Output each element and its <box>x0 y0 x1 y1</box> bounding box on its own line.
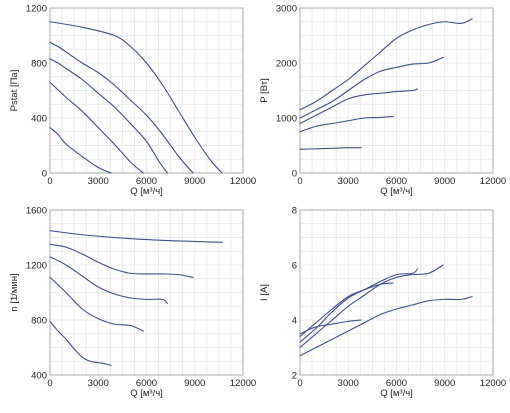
y-axis-label: Pstat [Па] <box>9 70 20 112</box>
series-line-4 <box>49 81 144 174</box>
chart-2: 0 3000 6000 9000 12000 0 1000 2000 3000 Q [м³/ч] P… <box>259 4 506 198</box>
gridlines <box>50 210 243 375</box>
y-tick-label: 6 <box>292 261 297 272</box>
y-tick-label: 8 <box>292 206 297 217</box>
x-tick-label: 9000 <box>434 378 455 389</box>
y-axis-label: n [1/мин] <box>9 273 20 311</box>
series-line-2 <box>49 243 194 278</box>
chart-1: 0 3000 6000 9000 12000 0 400 800 1200 Q [м³/ч] Pst… <box>9 4 256 198</box>
series-line-5 <box>299 319 362 335</box>
series-line-3 <box>49 256 168 305</box>
series-line-4 <box>299 282 394 338</box>
y-tick-label: 1200 <box>26 261 47 272</box>
plot-frame <box>49 7 244 174</box>
y-tick-label: 1600 <box>26 206 47 217</box>
y-tick-label: 400 <box>31 371 47 382</box>
plot-frame <box>49 209 244 376</box>
y-tick-label: 3000 <box>276 4 297 15</box>
chart-3: 0 3000 6000 9000 12000 400 800 1200 1600 Q [м³/ч]… <box>9 206 256 400</box>
x-tick-label: 0 <box>47 378 52 389</box>
series-line-3 <box>49 58 168 174</box>
series-line-1 <box>299 18 473 111</box>
chart-4: 0 3000 6000 9000 12000 2 4 6 8 Q [м³/ч] I [A] <box>259 206 506 400</box>
x-tick-label: 6000 <box>136 378 157 389</box>
x-tick-label: 0 <box>47 176 52 187</box>
y-tick-label: 800 <box>31 316 47 327</box>
x-tick-label: 12000 <box>230 378 256 389</box>
series-line-1 <box>299 296 473 357</box>
series-line-5 <box>49 320 112 366</box>
x-tick-label: 12000 <box>480 176 506 187</box>
x-axis-label: Q [м³/ч] <box>130 388 163 399</box>
x-tick-label: 3000 <box>338 378 359 389</box>
plot-frame <box>299 7 494 174</box>
y-tick-label: 0 <box>292 169 297 180</box>
series-line-5 <box>299 147 362 150</box>
x-axis-label: Q [м³/ч] <box>130 186 163 197</box>
y-tick-label: 400 <box>31 114 47 125</box>
y-tick-label: 4 <box>292 316 297 327</box>
series-line-1 <box>49 21 223 174</box>
y-tick-label: 1200 <box>26 4 47 15</box>
series-line-3 <box>299 88 418 125</box>
x-tick-label: 9000 <box>184 378 205 389</box>
series-line-2 <box>49 41 194 174</box>
x-tick-label: 0 <box>297 176 302 187</box>
x-tick-label: 6000 <box>386 378 407 389</box>
x-tick-label: 0 <box>297 378 302 389</box>
y-tick-label: 2000 <box>276 59 297 70</box>
y-axis-label: P [Вт] <box>259 78 270 102</box>
y-axis-label: I [A] <box>259 284 270 301</box>
y-tick-label: 800 <box>31 59 47 70</box>
series-line-1 <box>49 230 223 243</box>
series-line-2 <box>299 56 444 119</box>
gridlines <box>300 210 493 375</box>
x-axis-label: Q [м³/ч] <box>380 388 413 399</box>
x-tick-label: 3000 <box>338 176 359 187</box>
x-tick-label: 6000 <box>136 176 157 187</box>
series-line-2 <box>299 264 444 349</box>
x-tick-label: 9000 <box>434 176 455 187</box>
x-tick-label: 12000 <box>230 176 256 187</box>
plot-frame <box>299 209 494 376</box>
y-tick-label: 1000 <box>276 114 297 125</box>
x-tick-label: 3000 <box>88 378 109 389</box>
x-tick-label: 6000 <box>386 176 407 187</box>
x-tick-label: 9000 <box>184 176 205 187</box>
x-axis-label: Q [м³/ч] <box>380 186 413 197</box>
series-line-4 <box>49 276 144 332</box>
x-tick-label: 3000 <box>88 176 109 187</box>
x-tick-label: 12000 <box>480 378 506 389</box>
y-tick-label: 0 <box>42 169 47 180</box>
series-line-4 <box>299 115 394 133</box>
y-tick-label: 2 <box>292 371 297 382</box>
series-line-5 <box>49 127 112 174</box>
